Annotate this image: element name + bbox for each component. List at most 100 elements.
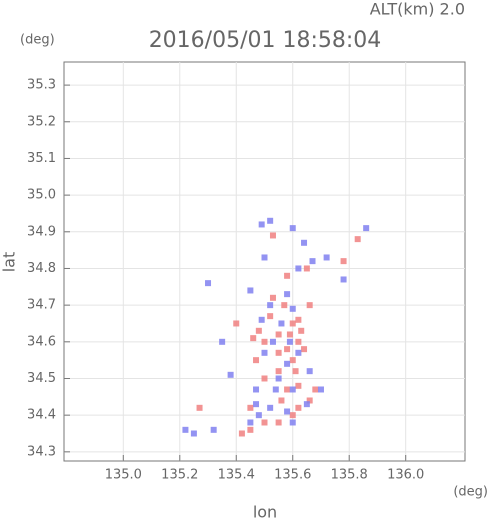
radar-echo bbox=[233, 320, 240, 327]
radar-echo bbox=[340, 258, 347, 265]
x-tick-label: 135.8 bbox=[331, 468, 368, 483]
radar-echo bbox=[306, 397, 313, 404]
radar-echo bbox=[267, 404, 274, 411]
radar-echo bbox=[286, 338, 293, 345]
radar-echo bbox=[306, 368, 313, 375]
radar-echo bbox=[258, 316, 265, 323]
x-axis-label: lon bbox=[253, 503, 277, 521]
y-tick-label: 34.9 bbox=[27, 224, 56, 239]
radar-echo bbox=[303, 401, 310, 408]
radar-echo bbox=[275, 349, 282, 356]
plot-frame bbox=[63, 61, 466, 462]
y-tick-label: 34.3 bbox=[27, 444, 56, 459]
radar-echo bbox=[284, 272, 291, 279]
radar-echo bbox=[301, 346, 308, 353]
radar-echo bbox=[247, 404, 254, 411]
radar-echo bbox=[295, 316, 302, 323]
radar-echo bbox=[281, 302, 288, 309]
radar-echo bbox=[289, 225, 296, 232]
radar-echo bbox=[210, 426, 217, 433]
radar-echo bbox=[289, 412, 296, 419]
radar-echo bbox=[340, 276, 347, 283]
radar-echo bbox=[253, 401, 260, 408]
y-tick-label: 34.4 bbox=[27, 408, 56, 423]
altitude: ALT(km) 2.0 bbox=[370, 0, 465, 19]
radar-echo bbox=[289, 386, 296, 393]
radar-echo bbox=[323, 254, 330, 261]
radar-echo bbox=[258, 221, 265, 228]
radar-echo bbox=[205, 280, 212, 287]
radar-echo bbox=[292, 368, 299, 375]
radar-echo bbox=[284, 408, 291, 415]
radar-echo bbox=[278, 397, 285, 404]
radar-echo bbox=[275, 368, 282, 375]
radar-echo bbox=[250, 335, 257, 342]
radar-echo bbox=[269, 338, 276, 345]
radar-echo bbox=[363, 225, 370, 232]
radar-echo bbox=[289, 419, 296, 426]
radar-echo bbox=[190, 430, 197, 437]
y-unit: (deg) bbox=[20, 33, 55, 48]
radar-echo bbox=[284, 346, 291, 353]
y-tick-label: 34.5 bbox=[27, 371, 56, 386]
radar-echo bbox=[295, 404, 302, 411]
x-tick-label: 136.0 bbox=[387, 468, 424, 483]
y-tick-label: 35.1 bbox=[27, 151, 56, 166]
radar-echo bbox=[247, 426, 254, 433]
radar-echo bbox=[275, 419, 282, 426]
radar-echo bbox=[284, 291, 291, 298]
radar-echo bbox=[295, 265, 302, 272]
radar-echo bbox=[227, 371, 234, 378]
radar-echo bbox=[286, 331, 293, 338]
radar-echo bbox=[312, 386, 319, 393]
radar-echo bbox=[253, 386, 260, 393]
radar-echo bbox=[295, 349, 302, 356]
radar-echo bbox=[247, 419, 254, 426]
radar-echo bbox=[261, 349, 268, 356]
radar-echo bbox=[272, 386, 279, 393]
radar-echo bbox=[255, 327, 262, 334]
radar-echo bbox=[295, 382, 302, 389]
chart-title: 2016/05/01 18:58:04 bbox=[149, 28, 382, 53]
radar-echo bbox=[267, 302, 274, 309]
y-axis-label: lat bbox=[0, 252, 19, 273]
radar-echo bbox=[284, 386, 291, 393]
radar-echo bbox=[255, 412, 262, 419]
radar-echo bbox=[247, 287, 254, 294]
radar-echo bbox=[301, 239, 308, 246]
radar-echo bbox=[182, 426, 189, 433]
radar-echo bbox=[295, 338, 302, 345]
radar-echo bbox=[298, 327, 305, 334]
radar-echo bbox=[219, 338, 226, 345]
radar-echo bbox=[289, 320, 296, 327]
x-tick-label: 135.6 bbox=[274, 468, 311, 483]
y-tick-label: 34.6 bbox=[27, 334, 56, 349]
radar-echo bbox=[261, 338, 268, 345]
y-tick-label: 34.7 bbox=[27, 298, 56, 313]
radar-echo bbox=[278, 320, 285, 327]
radar-echo bbox=[309, 258, 316, 265]
x-tick-label: 135.4 bbox=[218, 468, 255, 483]
radar-echo bbox=[303, 265, 310, 272]
radar-echo bbox=[317, 386, 324, 393]
radar-echo bbox=[261, 254, 268, 261]
radar-echo bbox=[275, 375, 282, 382]
x-unit: (deg) bbox=[453, 485, 488, 500]
x-tick-label: 135.2 bbox=[161, 468, 198, 483]
radar-echo bbox=[289, 305, 296, 312]
y-tick-label: 35.0 bbox=[27, 188, 56, 203]
radar-echo bbox=[289, 357, 296, 364]
radar-echo bbox=[267, 217, 274, 224]
radar-echo bbox=[269, 232, 276, 239]
y-tick-label: 35.2 bbox=[27, 114, 56, 129]
radar-echo bbox=[267, 313, 274, 320]
radar-echo bbox=[261, 375, 268, 382]
radar-echo bbox=[238, 430, 245, 437]
x-tick-label: 135.0 bbox=[105, 468, 142, 483]
radar-echo bbox=[253, 357, 260, 364]
radar-echo bbox=[354, 236, 361, 243]
radar-echo bbox=[284, 360, 291, 367]
radar-echo bbox=[261, 419, 268, 426]
y-tick-label: 34.8 bbox=[27, 261, 56, 276]
